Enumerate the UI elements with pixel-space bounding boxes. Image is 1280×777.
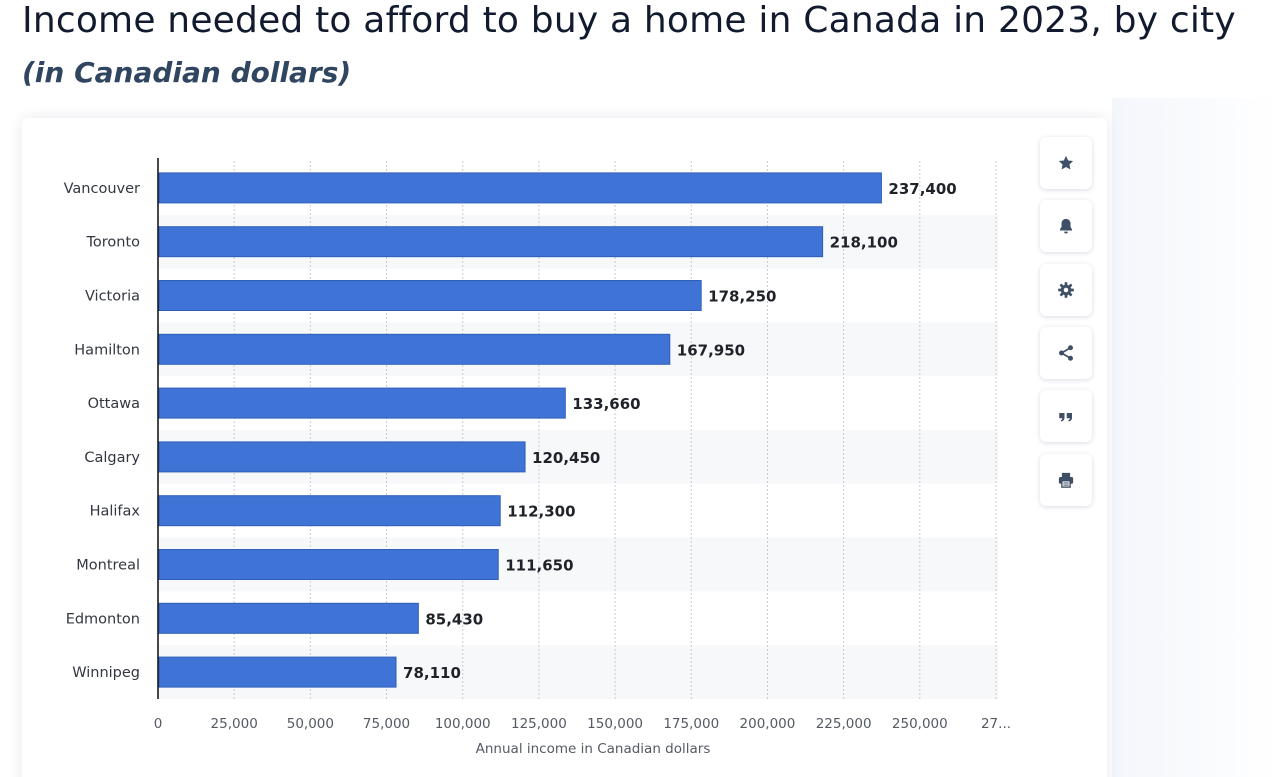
page-title: Income needed to afford to buy a home in… xyxy=(22,0,1236,41)
data-label: 167,950 xyxy=(677,341,745,359)
bar-victoria[interactable] xyxy=(158,280,702,311)
cite-button[interactable] xyxy=(1040,390,1092,442)
data-label: 78,110 xyxy=(403,664,461,682)
data-label: 133,660 xyxy=(572,395,640,413)
x-tick-label: 75,000 xyxy=(363,716,410,732)
printer-icon xyxy=(1058,472,1074,488)
bell-icon xyxy=(1060,218,1072,234)
data-label: 111,650 xyxy=(505,557,573,575)
category-label: Victoria xyxy=(85,289,140,305)
category-label: Halifax xyxy=(90,504,141,520)
x-tick-label: 175,000 xyxy=(663,716,719,732)
share-icon xyxy=(1059,345,1073,361)
star-icon xyxy=(1058,155,1074,170)
share-button[interactable] xyxy=(1040,327,1092,379)
bar-edmonton[interactable] xyxy=(158,602,419,634)
page-subtitle: (in Canadian dollars) xyxy=(22,56,352,89)
category-label: Edmonton xyxy=(66,611,140,627)
side-panel-shadow xyxy=(1112,98,1280,777)
x-tick-label: 50,000 xyxy=(287,716,334,732)
x-axis-title: Annual income in Canadian dollars xyxy=(476,741,711,757)
bar-vancouver[interactable] xyxy=(158,172,882,204)
quote-icon xyxy=(1059,413,1072,422)
data-label: 178,250 xyxy=(708,288,776,306)
x-tick-label: 100,000 xyxy=(435,716,491,732)
x-tick-label: 0 xyxy=(154,716,163,732)
bar-toronto[interactable] xyxy=(158,226,824,258)
data-label: 85,430 xyxy=(425,610,483,628)
bar-winnipeg[interactable] xyxy=(158,656,397,688)
chart-card: Vancouver 237,400 Toronto 218,100 Victoria 17… xyxy=(22,118,1107,777)
category-label: Winnipeg xyxy=(72,665,140,681)
x-tick-label: 27... xyxy=(981,716,1011,732)
data-label: 120,450 xyxy=(532,449,600,467)
x-tick-label: 125,000 xyxy=(511,716,567,732)
category-label: Ottawa xyxy=(88,396,140,412)
bar-chart: Vancouver 237,400 Toronto 218,100 Victoria 17… xyxy=(64,158,1011,757)
x-tick-label: 25,000 xyxy=(211,716,258,732)
category-label: Montreal xyxy=(76,558,140,574)
category-label: Toronto xyxy=(85,235,140,251)
settings-button[interactable] xyxy=(1040,264,1092,316)
category-label: Calgary xyxy=(84,450,140,466)
notification-button[interactable] xyxy=(1040,200,1092,252)
print-button[interactable] xyxy=(1040,454,1092,506)
data-label: 112,300 xyxy=(507,503,575,521)
x-tick-label: 250,000 xyxy=(892,716,948,732)
data-label: 218,100 xyxy=(830,234,898,252)
bar-hamilton[interactable] xyxy=(158,333,671,365)
bar-calgary[interactable] xyxy=(158,441,526,473)
x-tick-label: 200,000 xyxy=(740,716,796,732)
bar-halifax[interactable] xyxy=(158,495,501,527)
data-label: 237,400 xyxy=(888,180,956,198)
bar-montreal[interactable] xyxy=(158,549,499,580)
category-label: Vancouver xyxy=(64,181,140,197)
favorite-button[interactable] xyxy=(1040,137,1092,189)
bar-ottawa[interactable] xyxy=(158,387,566,419)
category-label: Hamilton xyxy=(74,342,140,358)
x-tick-label: 225,000 xyxy=(816,716,872,732)
x-tick-label: 150,000 xyxy=(587,716,643,732)
gear-icon xyxy=(1058,282,1074,298)
